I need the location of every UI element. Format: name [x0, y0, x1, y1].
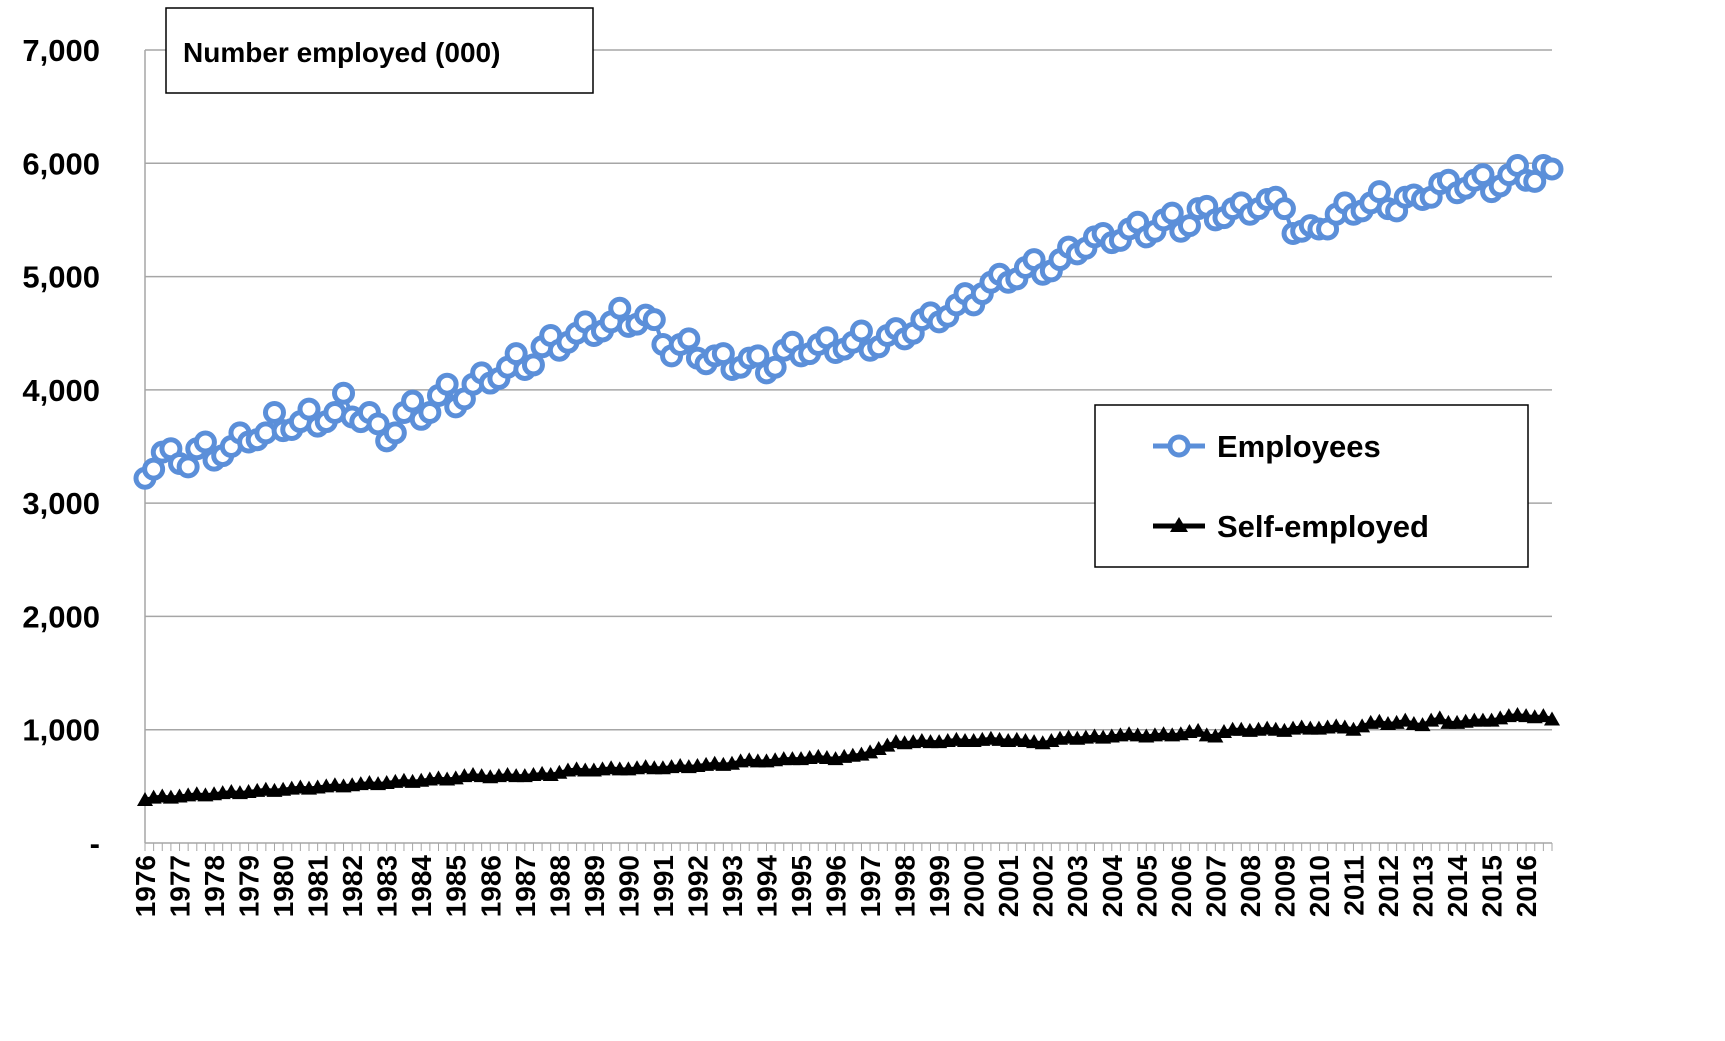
y-tick-label: 3,000	[22, 486, 100, 521]
x-tick-label: 1998	[890, 855, 921, 917]
marker	[366, 412, 390, 436]
x-tick-label: 2010	[1304, 855, 1335, 917]
marker	[1544, 711, 1560, 726]
marker	[677, 327, 701, 351]
y-tick-label: 6,000	[22, 146, 100, 181]
x-tick-label: 2015	[1477, 855, 1508, 917]
x-tick-label: 1999	[924, 855, 955, 917]
y-tick-label: 5,000	[22, 260, 100, 295]
marker	[1160, 201, 1184, 225]
y-tick-label: 2,000	[22, 599, 100, 634]
marker	[435, 372, 459, 396]
marker	[193, 430, 217, 454]
marker	[1471, 163, 1495, 187]
marker	[1367, 180, 1391, 204]
x-tick-label: 2005	[1131, 855, 1162, 917]
x-tick-label: 2013	[1408, 855, 1439, 917]
x-tick-label: 1992	[682, 855, 713, 917]
x-tick-label: 1986	[475, 855, 506, 917]
marker	[1177, 214, 1201, 238]
marker	[746, 344, 770, 368]
x-tick-label: 1980	[268, 855, 299, 917]
y-tick-label: 1,000	[22, 713, 100, 748]
x-tick-label: 1990	[613, 855, 644, 917]
marker	[1272, 197, 1296, 221]
annotation: Number employed (000)	[183, 37, 500, 68]
x-tick-label: 1994	[751, 855, 782, 918]
x-tick-label: 2008	[1235, 855, 1266, 917]
marker	[1397, 712, 1414, 727]
x-tick-label: 1983	[372, 855, 403, 917]
x-tick-label: 1985	[441, 855, 472, 917]
x-tick-label: 1995	[786, 855, 817, 917]
x-tick-label: 2004	[1097, 855, 1128, 918]
marker	[418, 401, 442, 425]
marker	[383, 421, 407, 445]
x-tick-label: 1981	[303, 855, 334, 917]
annotation-box	[165, 7, 594, 94]
marker	[608, 296, 632, 320]
x-tick-label: 1997	[855, 855, 886, 917]
series	[133, 154, 1564, 490]
marker	[176, 455, 200, 479]
x-tick-label: 1978	[199, 855, 230, 917]
x-tick-label: 1977	[165, 855, 196, 917]
x-tick-label: 1976	[130, 855, 161, 917]
x-tick-label: 2011	[1338, 855, 1369, 916]
marker	[142, 457, 166, 481]
marker	[1414, 717, 1431, 732]
marker	[332, 381, 356, 405]
marker	[642, 308, 666, 332]
marker	[763, 355, 787, 379]
marker	[1207, 728, 1224, 743]
x-tick-label: 2007	[1200, 855, 1231, 917]
marker	[262, 401, 286, 425]
marker	[1535, 708, 1552, 723]
x-tick-label: 1989	[579, 855, 610, 917]
x-tick-label: 2002	[1028, 855, 1059, 917]
x-tick-label: 2014	[1442, 855, 1473, 918]
marker	[401, 389, 425, 413]
x-tick-label: 1987	[510, 855, 541, 917]
x-tick-label: 1991	[648, 855, 679, 917]
legend-marker	[1167, 434, 1191, 458]
x-tick-label: 2009	[1269, 855, 1300, 917]
marker	[849, 319, 873, 343]
x-tick-label: 2001	[993, 855, 1024, 917]
x-tick-label: 2016	[1511, 855, 1542, 917]
x-tick-label: 2003	[1062, 855, 1093, 917]
x-tick-label: 2006	[1166, 855, 1197, 917]
marker	[297, 397, 321, 421]
y-tick-label: -	[90, 826, 100, 861]
legend-box	[1094, 404, 1529, 568]
marker	[521, 353, 545, 377]
x-tick-label: 1996	[821, 855, 852, 917]
x-tick-label: 1988	[544, 855, 575, 917]
y-tick-label: 4,000	[22, 373, 100, 408]
marker	[1190, 722, 1207, 737]
series	[137, 706, 1560, 806]
x-tick-label: 2000	[959, 855, 990, 917]
y-tick-label: 7,000	[22, 33, 100, 68]
legend-label: Self-employed	[1217, 509, 1429, 544]
legend-marker	[1170, 517, 1188, 532]
x-tick-label: 2012	[1373, 855, 1404, 917]
legend-label: Employees	[1217, 429, 1381, 464]
marker	[1540, 157, 1564, 181]
x-tick-label: 1982	[337, 855, 368, 917]
x-tick-label: 1979	[234, 855, 265, 917]
x-tick-label: 1993	[717, 855, 748, 917]
x-tick-label: 1984	[406, 855, 437, 918]
marker	[1431, 710, 1448, 725]
